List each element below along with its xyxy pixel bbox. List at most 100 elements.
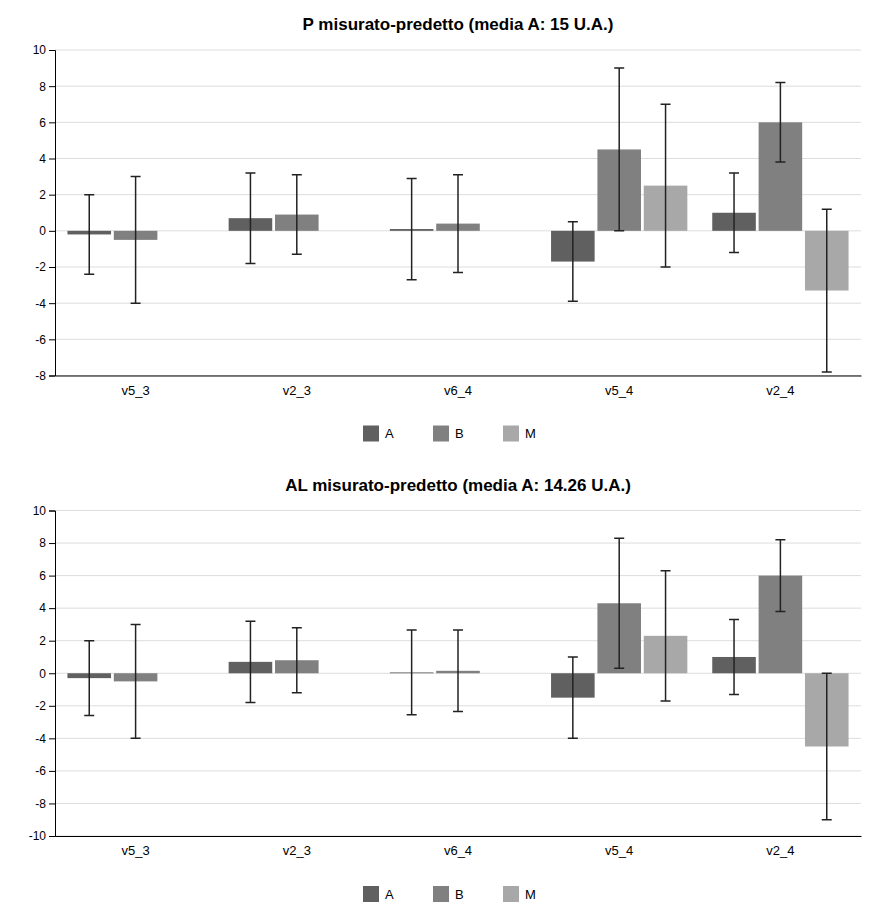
y-tick-label: 10 [33,504,47,518]
x-axis-line [56,376,862,377]
error-bar [292,175,302,255]
legend-swatch [363,886,379,902]
title: P misurato-predetto (media A: 15 U.A.) [303,15,614,34]
error-bar [453,175,463,273]
x-tick-label: v5_4 [605,383,633,398]
y-tick-label: 4 [39,152,46,166]
x-tick-label: v2_3 [283,843,311,858]
grid-line [55,86,861,87]
error-bar [568,222,578,302]
grid-line [55,158,861,159]
y-tick-mark [49,159,55,160]
legend-swatch [503,426,519,442]
error-bar [131,177,141,304]
panel: P misurato-predetto (media A: 15 U.A.) -8… [33,15,862,442]
x-tick: v5_3 [121,383,149,398]
y-tick-mark [49,771,55,772]
y-axis-line [49,51,56,377]
y-tick-mark [49,303,55,304]
y-tick: 6 [39,569,55,583]
x-tick: v5_3 [121,843,149,858]
legend-swatch [503,886,519,902]
error-bar [568,657,578,738]
y-tick: 2 [39,188,55,202]
x-tick-label: v5_3 [121,383,149,398]
y-tick-mark [49,673,55,674]
y-tick: -10 [29,829,55,843]
x-tick: v5_4 [605,383,633,398]
y-tick-mark [49,511,55,512]
grid-line [55,543,861,544]
x-tick: v5_4 [605,843,633,858]
y-axis: -10-8-6-4-20246810 [29,504,56,843]
legend-label: M [525,887,536,902]
error-bars [84,620,739,739]
y-tick: -4 [35,732,55,746]
error-bars [131,538,786,738]
y-tick-label: -2 [35,699,46,713]
y-tick-label: 6 [39,569,46,583]
y-tick-label: -10 [29,829,47,843]
error-bar [245,621,255,702]
grid [55,50,861,376]
x-tick-label: v2_4 [766,843,794,858]
legend-item: M [503,426,536,442]
y-tick-label: 2 [39,188,46,202]
y-tick: -8 [35,797,55,811]
y-tick-mark [49,803,55,804]
y-tick-mark [49,195,55,196]
x-tick: v2_3 [283,383,311,398]
x-tick-label: v5_4 [605,843,633,858]
grid-line [55,803,861,804]
legend-label: A [385,887,394,902]
x-tick-label: v2_3 [283,383,311,398]
chart-root: P misurato-predetto (media A: 15 U.A.) -8… [0,0,881,921]
error-bar [245,173,255,263]
grid-line [55,738,861,739]
legend-item: M [503,886,536,902]
error-bars [84,173,739,301]
y-tick-label: 2 [39,634,46,648]
grid [55,511,861,837]
y-tick-mark [49,576,55,577]
error-bar [775,83,785,163]
legend: ABM [363,886,536,902]
error-bar [661,104,671,267]
grid-line [55,50,861,51]
y-tick: -2 [35,260,55,274]
error-bar [131,624,141,738]
legend-label: M [525,426,536,441]
y-tick: 10 [33,504,55,518]
x-tick-label: v2_4 [766,383,794,398]
legend-label: A [385,426,394,441]
y-tick-mark [49,86,55,87]
y-tick-label: -2 [35,260,46,274]
x-tick: v2_3 [283,843,311,858]
y-tick-label: -4 [35,732,46,746]
legend-item: B [433,886,464,902]
y-tick: 4 [39,601,55,615]
error-bar [775,540,785,612]
y-tick-mark [49,543,55,544]
x-axis-line [56,836,862,837]
y-tick: 0 [39,224,55,238]
error-bars [661,104,832,372]
y-tick-mark [49,231,55,232]
y-tick-mark [49,608,55,609]
y-tick-label: 4 [39,601,46,615]
error-bar [84,641,94,716]
title: AL misurato-predetto (media A: 14.26 U.A… [285,476,631,495]
grid-line [55,608,861,609]
error-bar [614,538,624,668]
x-tick-label: v6_4 [444,843,472,858]
error-bar [407,178,417,279]
legend-swatch [433,426,449,442]
marks [67,538,848,820]
error-bar [729,173,739,253]
error-bar [614,68,624,231]
y-tick: -6 [35,764,55,778]
y-tick-label: -8 [35,369,46,383]
grid-line [55,575,861,576]
error-bar [407,630,417,715]
grid-line [55,375,861,376]
